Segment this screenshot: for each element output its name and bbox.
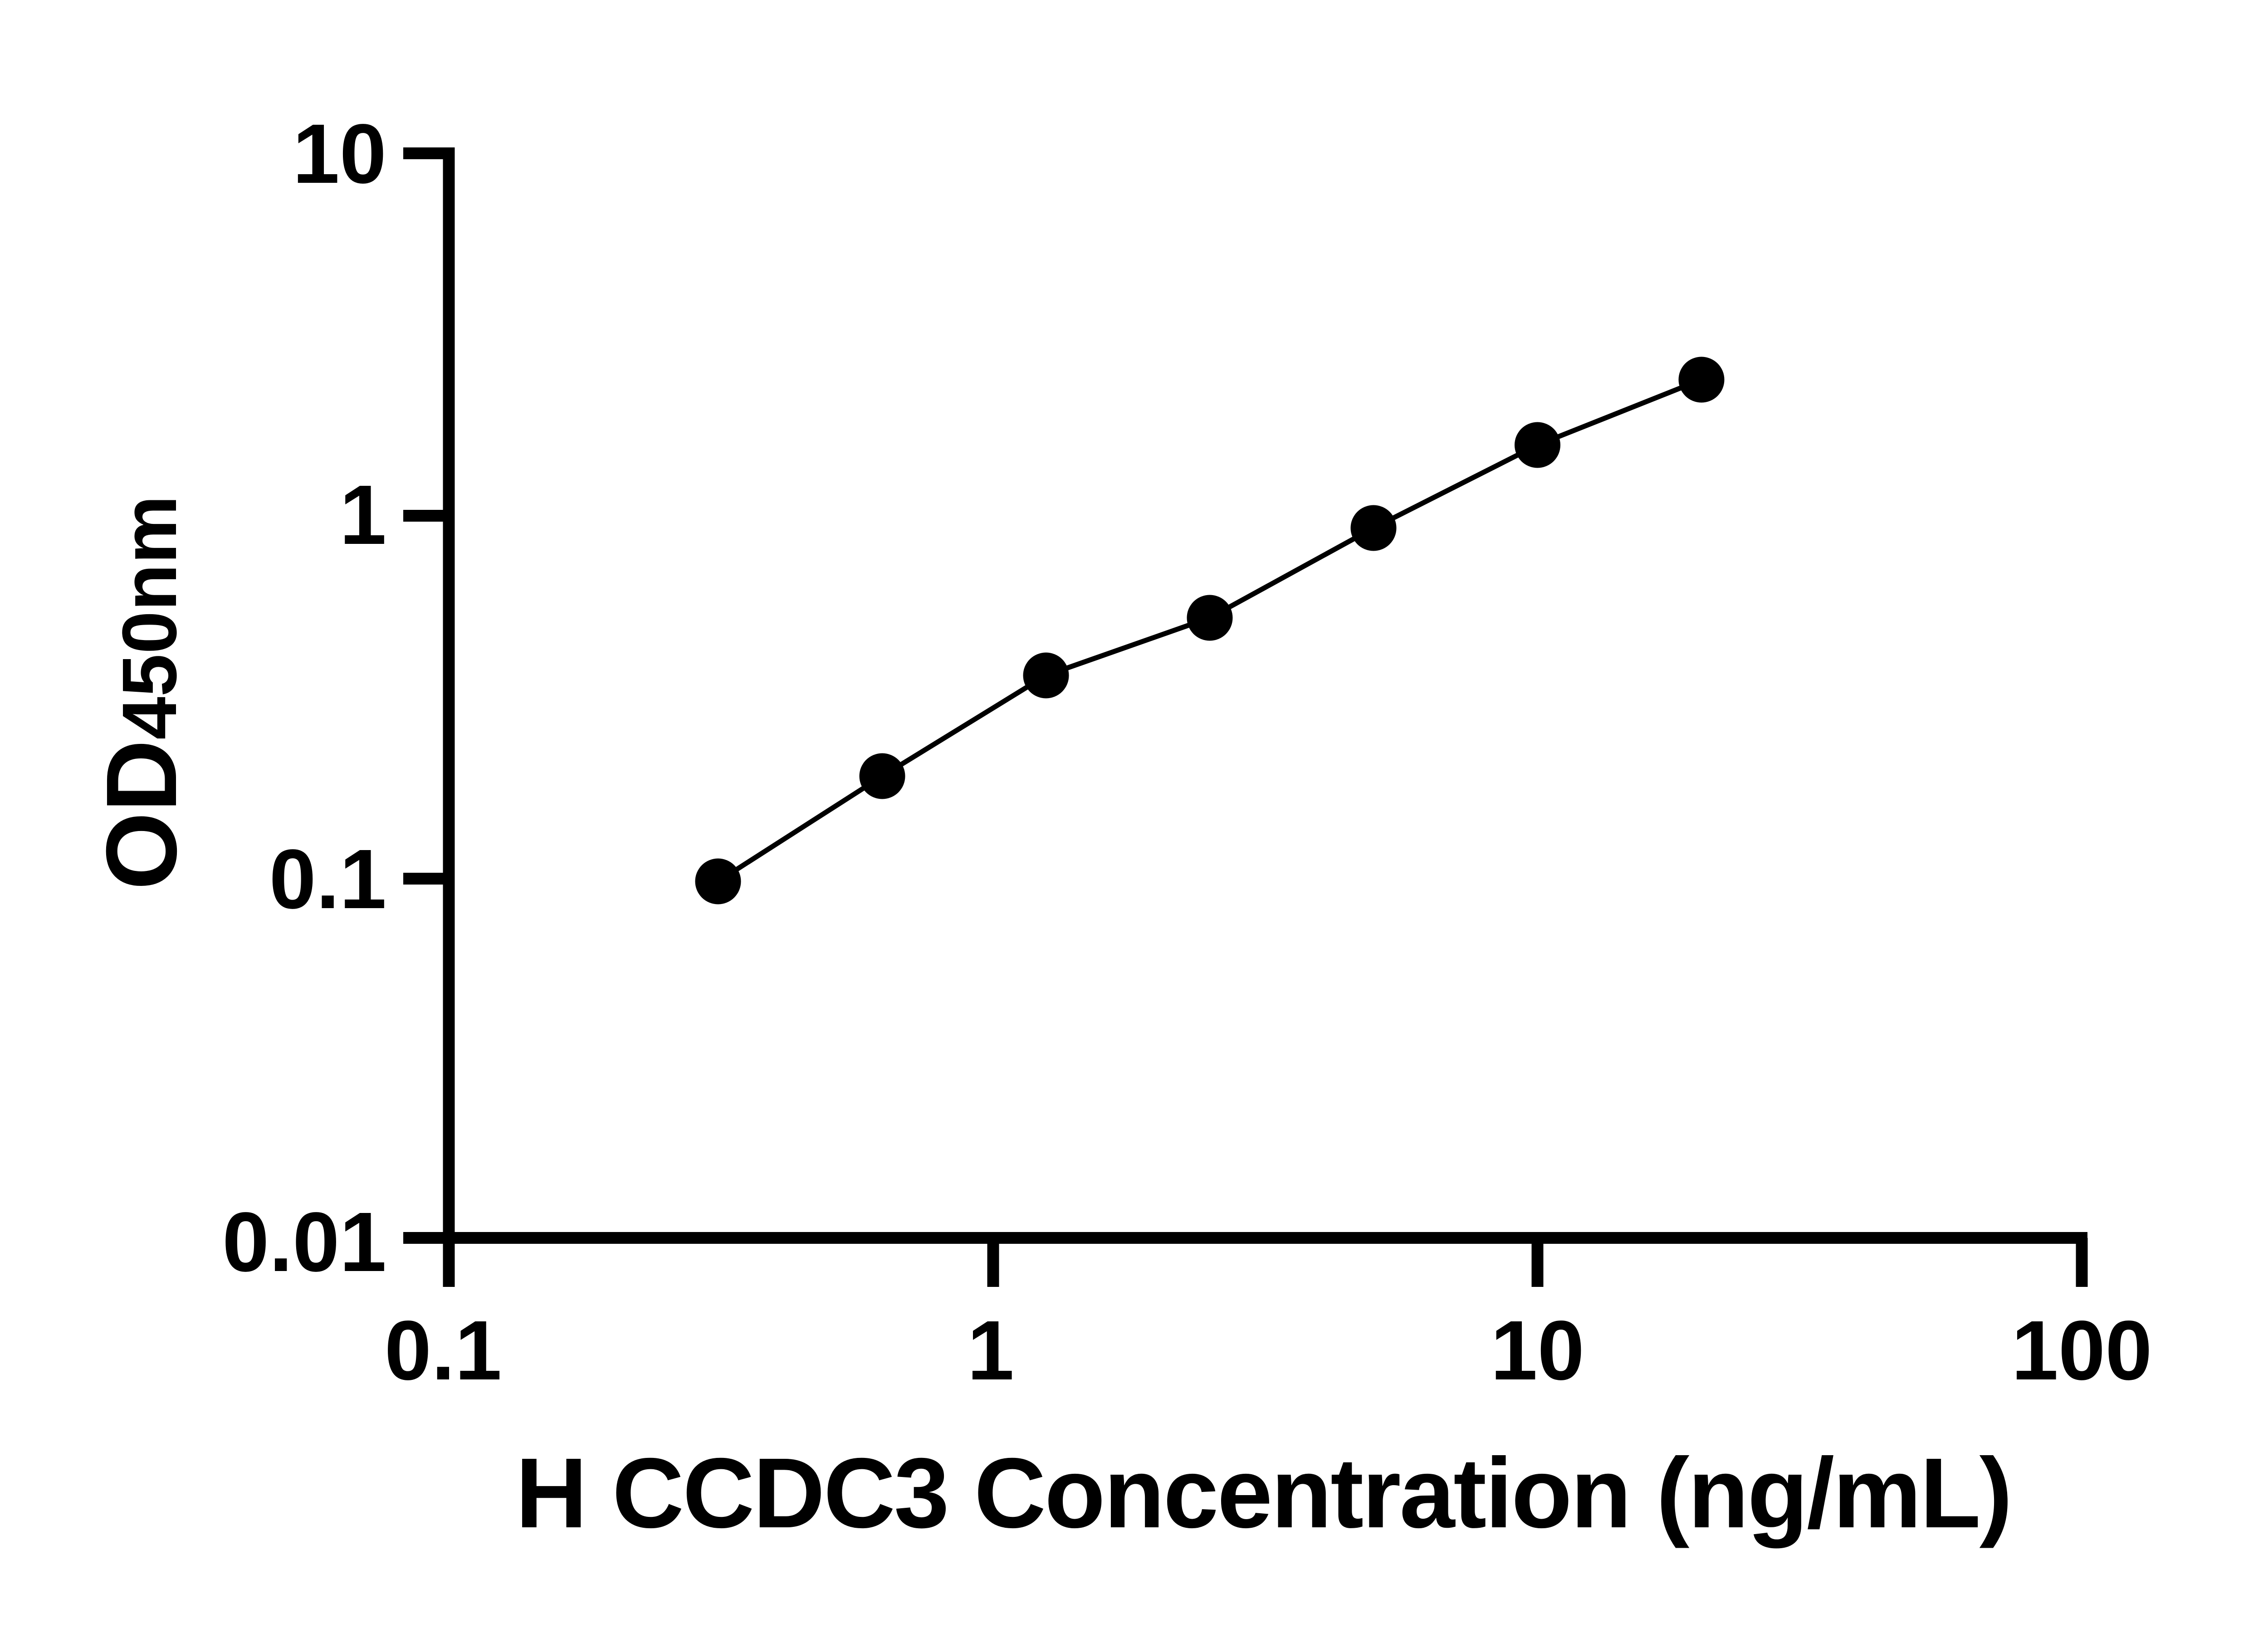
svg-text:0.1: 0.1 (269, 832, 386, 926)
svg-text:100: 100 (2011, 1304, 2152, 1398)
svg-text:1: 1 (967, 1304, 1014, 1398)
svg-text:0.01: 0.01 (222, 1195, 386, 1289)
svg-text:10: 10 (293, 107, 386, 201)
svg-text:1: 1 (340, 468, 386, 562)
svg-text:H CCDC3 Concentration (ng/mL): H CCDC3 Concentration (ng/mL) (515, 1437, 2011, 1549)
svg-text:10: 10 (1491, 1304, 1584, 1398)
svg-text:0.1: 0.1 (385, 1304, 502, 1398)
svg-text:OD450nm: OD450nm (85, 495, 197, 890)
